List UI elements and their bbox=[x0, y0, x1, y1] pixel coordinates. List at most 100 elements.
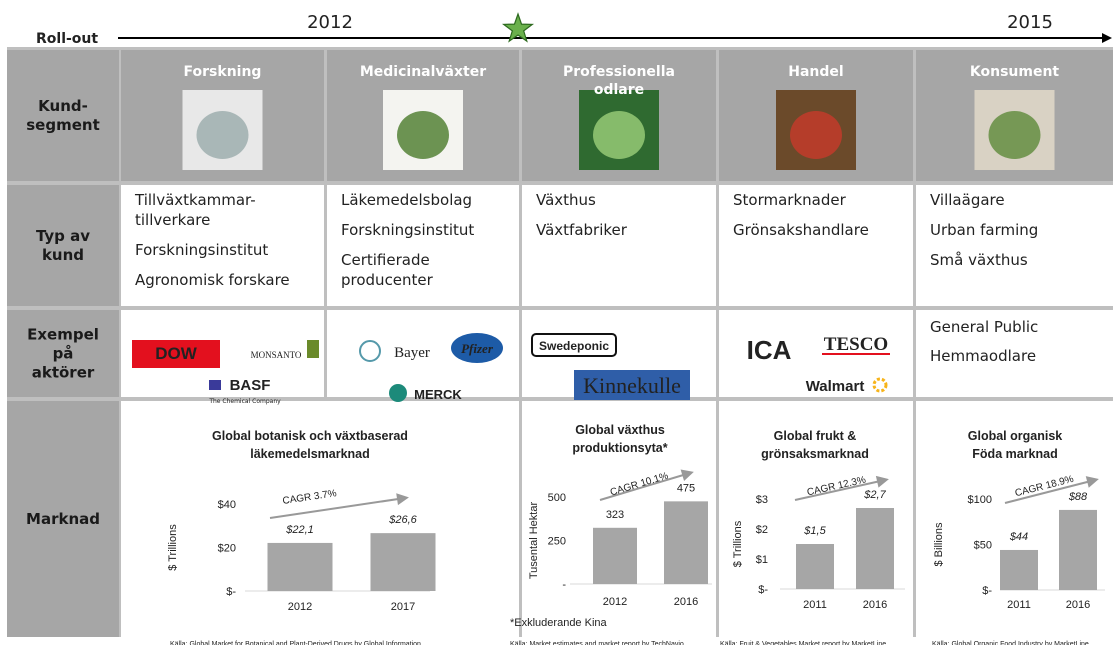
page: { "timeline": {"label": "Roll-out", "sta… bbox=[0, 0, 1113, 645]
chart-title: grönsaksmarknad bbox=[761, 447, 869, 461]
customer-type: Villaägare bbox=[930, 191, 1005, 209]
value-label: $22,1 bbox=[285, 524, 314, 536]
y-tick-label: $1 bbox=[756, 554, 768, 566]
chart-title: Global organisk bbox=[968, 429, 1063, 443]
row-label: kund bbox=[42, 246, 84, 264]
y-axis-label: Tusental Hektar bbox=[528, 502, 540, 580]
y-tick-label: $- bbox=[758, 584, 768, 596]
row-label: segment bbox=[26, 116, 100, 134]
timeline-arrowhead bbox=[1102, 33, 1112, 43]
example-logo: Swedeponic bbox=[539, 339, 609, 353]
customer-type: Små växthus bbox=[930, 251, 1028, 269]
image-subject bbox=[790, 111, 842, 159]
y-tick-label: $100 bbox=[968, 494, 992, 506]
timeline-label: Roll-out bbox=[36, 31, 98, 47]
example-logo: DOW bbox=[155, 344, 198, 363]
customer-type: Växtfabriker bbox=[536, 221, 628, 239]
customer-type: Agronomisk forskare bbox=[135, 271, 290, 289]
x-tick-label: 2017 bbox=[391, 601, 415, 613]
x-tick-label: 2011 bbox=[803, 599, 827, 611]
example-logo: Bayer bbox=[394, 345, 430, 361]
example-logo: General Public bbox=[930, 318, 1038, 336]
example-logo: Walmart bbox=[806, 378, 865, 395]
customer-type: Stormarknader bbox=[733, 191, 847, 209]
segment-image bbox=[579, 90, 659, 170]
example-logo: The Chemical Company bbox=[208, 398, 281, 405]
value-label: $2,7 bbox=[863, 489, 886, 501]
customer-type: Certifierade bbox=[341, 251, 430, 269]
column-header: Handel bbox=[788, 64, 843, 80]
footnote: *Exkluderande Kina bbox=[510, 617, 608, 629]
customer-type: Forskningsinstitut bbox=[341, 221, 474, 239]
example-logo: MERCK bbox=[414, 387, 462, 402]
value-label: $1,5 bbox=[803, 525, 826, 537]
slide: Roll-out20122015Kund-segmentTyp avkundEx… bbox=[0, 0, 1113, 645]
column-header: odlare bbox=[594, 82, 644, 98]
y-tick-label: $40 bbox=[218, 499, 236, 511]
example-logo: TESCO bbox=[824, 334, 888, 355]
y-tick-label: $- bbox=[226, 586, 236, 598]
column-header: Professionella bbox=[563, 64, 675, 80]
customer-type: Tillväxtkammar- bbox=[134, 191, 256, 209]
x-tick-label: 2016 bbox=[674, 596, 698, 608]
y-axis-label: $ Billions bbox=[933, 522, 945, 567]
x-tick-label: 2016 bbox=[863, 599, 887, 611]
segment-image bbox=[776, 90, 856, 170]
row-label: på bbox=[53, 345, 74, 363]
x-tick-label: 2016 bbox=[1066, 599, 1090, 611]
customer-type: Läkemedelsbolag bbox=[341, 191, 472, 209]
customer-type: Forskningsinstitut bbox=[135, 241, 268, 259]
customer-type: Grönsakshandlare bbox=[733, 221, 869, 239]
logo-mark bbox=[307, 340, 319, 358]
source: Källa: Market estimates and market repor… bbox=[510, 641, 684, 645]
logo-mark bbox=[389, 384, 407, 402]
source: Källa: Global Market for Botanical and P… bbox=[170, 641, 421, 645]
x-tick-label: 2012 bbox=[603, 596, 627, 608]
source: Källa: Global Organic Food Industry by M… bbox=[932, 641, 1089, 645]
segment-image bbox=[383, 90, 463, 170]
chart-title: Global frukt & bbox=[774, 429, 857, 443]
example-logo: Kinnekulle bbox=[583, 373, 681, 398]
chart-title: Föda marknad bbox=[972, 447, 1057, 461]
example-logo: ICA bbox=[747, 335, 792, 365]
column-header: Medicinalväxter bbox=[360, 64, 486, 80]
chart-title: produktionsyta* bbox=[572, 441, 667, 455]
bar bbox=[1059, 510, 1097, 590]
bar bbox=[856, 508, 894, 589]
bar bbox=[268, 543, 333, 591]
column-header: Konsument bbox=[970, 64, 1060, 80]
segment-image bbox=[183, 90, 263, 170]
y-tick-label: 250 bbox=[548, 536, 566, 548]
value-label: $44 bbox=[1009, 531, 1028, 543]
row-label: Kund- bbox=[38, 97, 88, 115]
chart-title: läkemedelsmarknad bbox=[250, 447, 370, 461]
row-label: Typ av bbox=[36, 227, 90, 245]
value-label: 323 bbox=[606, 509, 624, 521]
bar bbox=[1000, 550, 1038, 590]
customer-type: producenter bbox=[341, 271, 434, 289]
column-header: Forskning bbox=[184, 64, 262, 80]
bar bbox=[664, 501, 708, 584]
y-tick-label: $50 bbox=[974, 540, 992, 552]
segment-image bbox=[975, 90, 1055, 170]
y-axis-label: $ Trillions bbox=[167, 524, 179, 571]
value-label: $88 bbox=[1068, 491, 1088, 503]
customer-type: Växthus bbox=[536, 191, 596, 209]
y-tick-label: $2 bbox=[756, 524, 768, 536]
example-logo: Pfizer bbox=[461, 341, 494, 356]
y-tick-label: - bbox=[562, 579, 566, 591]
example-logo: Hemmaodlare bbox=[930, 347, 1036, 365]
y-tick-label: $- bbox=[982, 585, 992, 597]
image-subject bbox=[397, 111, 449, 159]
logo-mark bbox=[209, 380, 221, 390]
row-label: Exempel bbox=[27, 326, 99, 344]
bar bbox=[593, 528, 637, 584]
image-subject bbox=[197, 111, 249, 159]
y-tick-label: $3 bbox=[756, 494, 768, 506]
customer-type: Urban farming bbox=[930, 221, 1038, 239]
timeline-start: 2012 bbox=[307, 12, 353, 33]
bar bbox=[796, 544, 834, 589]
image-subject bbox=[989, 111, 1041, 159]
y-tick-label: 500 bbox=[548, 492, 566, 504]
bar bbox=[371, 533, 436, 591]
